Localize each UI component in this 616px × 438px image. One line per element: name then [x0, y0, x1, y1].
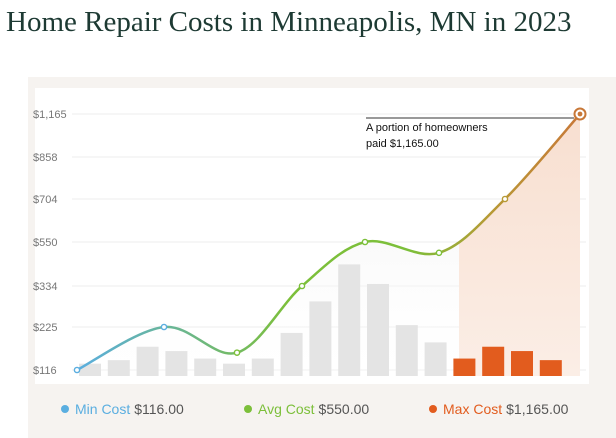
y-tick-label: $116 [33, 365, 57, 377]
bar-max-range [482, 346, 505, 376]
legend-min-cost-value: $116.00 [134, 401, 184, 417]
bar [223, 363, 245, 376]
bar [424, 342, 447, 376]
curve-point-marker [435, 249, 443, 257]
bar [280, 332, 303, 376]
legend-min-cost: Min Cost $116.00 [61, 401, 184, 417]
curve-point-marker [361, 238, 369, 246]
area-fill-max [459, 114, 580, 376]
bar-max-range [453, 358, 476, 376]
curve-point-marker [160, 323, 168, 331]
legend-avg-cost-name: Avg Cost [258, 401, 315, 417]
y-tick-label: $225 [33, 322, 57, 334]
y-tick-label: $858 [33, 152, 57, 164]
bar [367, 283, 389, 376]
legend-min-cost-name: Min Cost [75, 401, 131, 417]
y-tick-label: $704 [33, 194, 57, 206]
max-point-dot [577, 111, 583, 117]
y-tick-label: $334 [33, 281, 57, 293]
y-tick-label: $550 [33, 237, 57, 249]
page-title: Home Repair Costs in Minneapolis, MN in … [6, 6, 572, 38]
chart-legend: Min Cost $116.00 Avg Cost $550.00 Max Cost… [35, 390, 589, 430]
bar [107, 360, 130, 376]
bar [165, 351, 188, 376]
annotation-line-2: paid $1,165.00 [366, 138, 439, 150]
min-cost-dot-icon [61, 405, 69, 413]
legend-avg-cost-value: $550.00 [318, 401, 370, 417]
legend-avg-cost: Avg Cost $550.00 [244, 401, 369, 417]
bar [251, 358, 274, 376]
avg-cost-dot-icon [244, 405, 252, 413]
legend-max-cost-value: $1,165.00 [506, 401, 569, 417]
bar [79, 363, 101, 376]
bar [194, 358, 217, 376]
curve-point-marker [233, 349, 241, 356]
max-cost-dot-icon [429, 405, 437, 413]
area-fill-min-avg [77, 241, 459, 376]
curve-point-marker [501, 195, 509, 203]
curve-point-marker [73, 366, 81, 374]
y-tick-label: $1,165 [33, 109, 67, 121]
bar [309, 301, 332, 376]
bar [338, 264, 361, 376]
annotation-line-1: A portion of homeowners [366, 122, 488, 134]
bar-max-range [511, 351, 533, 376]
bar [395, 325, 418, 376]
curve-point-marker [298, 282, 306, 290]
legend-max-cost: Max Cost $1,165.00 [429, 401, 568, 417]
bar-max-range [539, 360, 562, 376]
legend-max-cost-name: Max Cost [443, 401, 503, 417]
bar [136, 346, 159, 376]
